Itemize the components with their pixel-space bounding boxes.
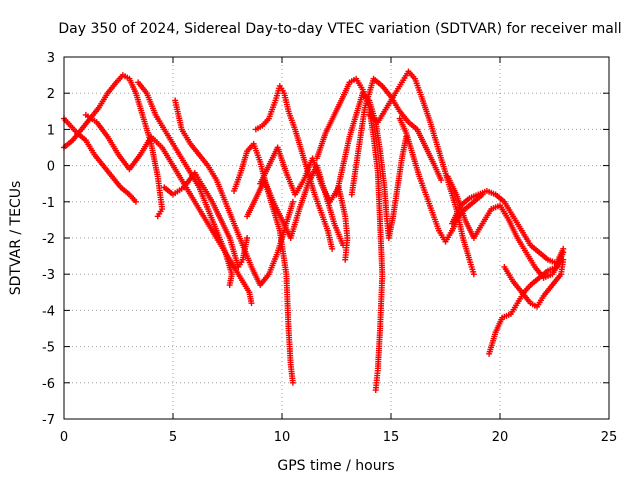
data-point <box>289 198 296 205</box>
y-tick-label: 1 <box>47 123 55 138</box>
data-point <box>244 235 251 241</box>
data-point <box>154 213 161 220</box>
data-point <box>470 271 477 278</box>
x-tick-label: 15 <box>383 430 400 445</box>
data-point <box>372 387 379 394</box>
y-tick-label: -4 <box>42 304 55 319</box>
data-point <box>329 245 336 252</box>
series-arc3 <box>82 111 255 307</box>
data-point <box>289 379 296 386</box>
data-point <box>340 242 347 249</box>
y-axis-label: SDTVAR / TECUs <box>8 181 24 296</box>
series-arc19 <box>501 256 567 310</box>
x-tick-label: 0 <box>60 430 68 445</box>
series-arc12 <box>333 90 410 241</box>
series-arc10 <box>244 162 347 249</box>
y-tick-label: 3 <box>47 51 55 66</box>
data-point <box>560 249 567 256</box>
data-point <box>132 198 139 205</box>
x-tick-label: 20 <box>492 430 509 445</box>
x-tick-label: 5 <box>169 430 177 445</box>
x-tick-label: 25 <box>601 430 618 445</box>
series-arc14 <box>366 68 477 278</box>
data-point <box>342 256 349 263</box>
y-tick-label: -2 <box>42 232 55 247</box>
data-points <box>61 68 567 394</box>
series-arc4 <box>135 79 235 289</box>
chart-title: Day 350 of 2024, Sidereal Day-to-day VTE… <box>58 21 621 37</box>
series-arc15 <box>396 115 486 245</box>
y-tick-label: 0 <box>47 160 55 175</box>
x-tick-label: 10 <box>274 430 291 445</box>
y-tick-label: -7 <box>42 413 55 428</box>
data-point <box>248 300 255 307</box>
x-axis-label: GPS time / hours <box>277 458 394 474</box>
y-tick-label: 2 <box>47 87 55 102</box>
y-tick-label: -6 <box>42 377 55 392</box>
y-tick-label: -5 <box>42 341 55 356</box>
series-arc5 <box>172 97 296 289</box>
y-tick-label: -1 <box>42 196 55 211</box>
y-tick-label: -3 <box>42 268 55 283</box>
series-arc13 <box>348 75 445 198</box>
data-point <box>438 177 445 184</box>
data-point <box>560 256 567 263</box>
data-point <box>226 282 233 289</box>
series-arc6 <box>161 169 251 270</box>
